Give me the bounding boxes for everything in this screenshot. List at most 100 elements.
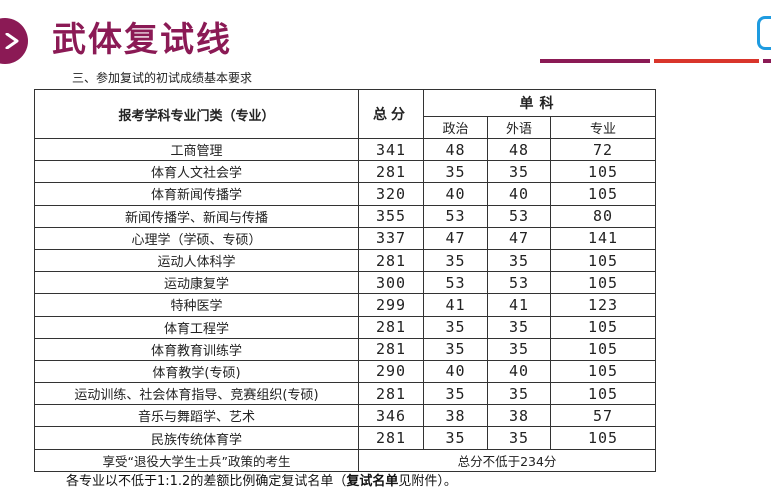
major-cell: 体育人文社会学 bbox=[34, 160, 359, 184]
foreign-language-score-cell: 35 bbox=[487, 315, 551, 339]
major-cell: 民族传统体育学 bbox=[34, 426, 359, 450]
special-policy-label: 享受“退役大学生士兵”政策的考生 bbox=[34, 448, 359, 472]
special-policy-row: 享受“退役大学生士兵”政策的考生 总分不低于234分 bbox=[34, 448, 657, 472]
politics-score-cell: 35 bbox=[423, 315, 488, 339]
foreign-language-score-cell: 53 bbox=[487, 204, 551, 228]
total-score-cell: 281 bbox=[358, 248, 424, 273]
politics-score-cell: 41 bbox=[423, 293, 488, 317]
specialty-score-cell: 72 bbox=[549, 137, 657, 162]
politics-score-cell: 48 bbox=[423, 137, 488, 162]
foreign-language-score-cell: 41 bbox=[487, 293, 551, 317]
table-row: 音乐与舞蹈学、艺术 346 38 38 57 bbox=[34, 404, 657, 428]
total-score-cell: 281 bbox=[358, 382, 424, 406]
table-row: 特种医学 299 41 41 123 bbox=[34, 293, 657, 317]
header-single-subject: 单科 bbox=[422, 89, 657, 117]
page-title: 武体复试线 bbox=[52, 20, 232, 60]
specialty-score-cell: 105 bbox=[549, 337, 657, 361]
table-row: 运动训练、社会体育指导、竞赛组织(专硕) 281 35 35 105 bbox=[34, 382, 657, 406]
total-score-cell: 290 bbox=[358, 359, 424, 384]
table-row: 体育教学(专硕) 290 40 40 105 bbox=[34, 359, 657, 384]
table-row: 体育人文社会学 281 35 35 105 bbox=[34, 160, 657, 184]
specialty-score-cell: 105 bbox=[549, 160, 657, 184]
table-row: 体育工程学 281 35 35 105 bbox=[34, 315, 657, 339]
header-politics: 政治 bbox=[423, 116, 488, 139]
specialty-score-cell: 141 bbox=[549, 226, 657, 250]
table-row: 运动人体科学 281 35 35 105 bbox=[34, 248, 657, 273]
foreign-language-score-cell: 35 bbox=[487, 337, 551, 361]
table-body: 工商管理 341 48 48 72 体育人文社会学 281 35 35 105 体育新闻传播学 320… bbox=[34, 137, 657, 472]
major-cell: 体育教学(专硕) bbox=[34, 359, 359, 384]
politics-score-cell: 38 bbox=[423, 404, 488, 428]
foreign-language-score-cell: 47 bbox=[487, 226, 551, 250]
footnote-text-before: 各专业以不低于1:1.2的差额比例确定复试名单（ bbox=[66, 474, 347, 489]
header-specialty: 专业 bbox=[549, 116, 657, 139]
table-row: 民族传统体育学 281 35 35 105 bbox=[34, 426, 657, 450]
total-score-cell: 281 bbox=[358, 160, 424, 184]
major-cell: 体育工程学 bbox=[34, 315, 359, 339]
table-row: 体育新闻传播学 320 40 40 105 bbox=[34, 182, 657, 206]
major-cell: 运动康复学 bbox=[34, 271, 359, 295]
foreign-language-score-cell: 53 bbox=[487, 271, 551, 295]
foreign-language-score-cell: 35 bbox=[487, 382, 551, 406]
major-cell: 运动训练、社会体育指导、竞赛组织(专硕) bbox=[34, 382, 359, 406]
foreign-language-score-cell: 48 bbox=[487, 137, 551, 162]
foreign-language-score-cell: 38 bbox=[487, 404, 551, 428]
footnote: 各专业以不低于1:1.2的差额比例确定复试名单（复试名单见附件）。 bbox=[66, 473, 457, 491]
table-row: 工商管理 341 48 48 72 bbox=[34, 137, 657, 162]
specialty-score-cell: 105 bbox=[549, 359, 657, 384]
score-requirements-table: 报考学科专业门类（专业） 总分 单科 政治 外语 专业 工商管理 341 48 48 7… bbox=[34, 89, 657, 472]
special-policy-requirement: 总分不低于234分 bbox=[357, 448, 657, 472]
politics-score-cell: 35 bbox=[423, 337, 488, 361]
major-cell: 音乐与舞蹈学、艺术 bbox=[34, 404, 359, 428]
politics-score-cell: 40 bbox=[423, 182, 488, 206]
politics-score-cell: 53 bbox=[423, 204, 488, 228]
table-row: 新闻传播学、新闻与传播 355 53 53 80 bbox=[34, 204, 657, 228]
major-cell: 运动人体科学 bbox=[34, 248, 359, 273]
footnote-text-after: 见附件）。 bbox=[398, 474, 457, 489]
table-row: 心理学（学硕、专硕） 337 47 47 141 bbox=[34, 226, 657, 250]
total-score-cell: 281 bbox=[358, 337, 424, 361]
table-row: 体育教育训练学 281 35 35 105 bbox=[34, 337, 657, 361]
specialty-score-cell: 105 bbox=[549, 182, 657, 206]
total-score-cell: 281 bbox=[358, 426, 424, 450]
major-cell: 特种医学 bbox=[34, 293, 359, 317]
foreign-language-score-cell: 35 bbox=[487, 426, 551, 450]
specialty-score-cell: 105 bbox=[549, 315, 657, 339]
politics-score-cell: 35 bbox=[423, 382, 488, 406]
header-total: 总分 bbox=[358, 89, 424, 139]
specialty-score-cell: 105 bbox=[549, 382, 657, 406]
specialty-score-cell: 80 bbox=[549, 204, 657, 228]
politics-score-cell: 47 bbox=[423, 226, 488, 250]
play-arrow-icon bbox=[0, 18, 28, 64]
total-score-cell: 341 bbox=[358, 137, 424, 162]
total-score-cell: 299 bbox=[358, 293, 424, 317]
politics-score-cell: 40 bbox=[423, 359, 488, 384]
politics-score-cell: 35 bbox=[423, 248, 488, 273]
total-score-cell: 337 bbox=[358, 226, 424, 250]
foreign-language-score-cell: 35 bbox=[487, 160, 551, 184]
total-score-cell: 355 bbox=[358, 204, 424, 228]
header-major: 报考学科专业门类（专业） bbox=[34, 89, 359, 139]
footnote-bold-text: 复试名单 bbox=[346, 474, 399, 489]
major-cell: 工商管理 bbox=[34, 137, 359, 162]
foreign-language-score-cell: 40 bbox=[487, 359, 551, 384]
specialty-score-cell: 105 bbox=[549, 426, 657, 450]
specialty-score-cell: 123 bbox=[549, 293, 657, 317]
specialty-score-cell: 105 bbox=[549, 271, 657, 295]
bracket-icon bbox=[757, 16, 771, 50]
total-score-cell: 281 bbox=[358, 315, 424, 339]
politics-score-cell: 35 bbox=[423, 160, 488, 184]
decorative-lines bbox=[540, 59, 771, 63]
foreign-language-score-cell: 40 bbox=[487, 182, 551, 206]
header-foreign-language: 外语 bbox=[487, 116, 551, 139]
total-score-cell: 320 bbox=[358, 182, 424, 206]
major-cell: 新闻传播学、新闻与传播 bbox=[34, 204, 359, 228]
total-score-cell: 346 bbox=[358, 404, 424, 428]
major-cell: 体育教育训练学 bbox=[34, 337, 359, 361]
section-subtitle: 三、参加复试的初试成绩基本要求 bbox=[72, 71, 253, 85]
politics-score-cell: 35 bbox=[423, 426, 488, 450]
total-score-cell: 300 bbox=[358, 271, 424, 295]
foreign-language-score-cell: 35 bbox=[487, 248, 551, 273]
table-row: 运动康复学 300 53 53 105 bbox=[34, 271, 657, 295]
major-cell: 体育新闻传播学 bbox=[34, 182, 359, 206]
